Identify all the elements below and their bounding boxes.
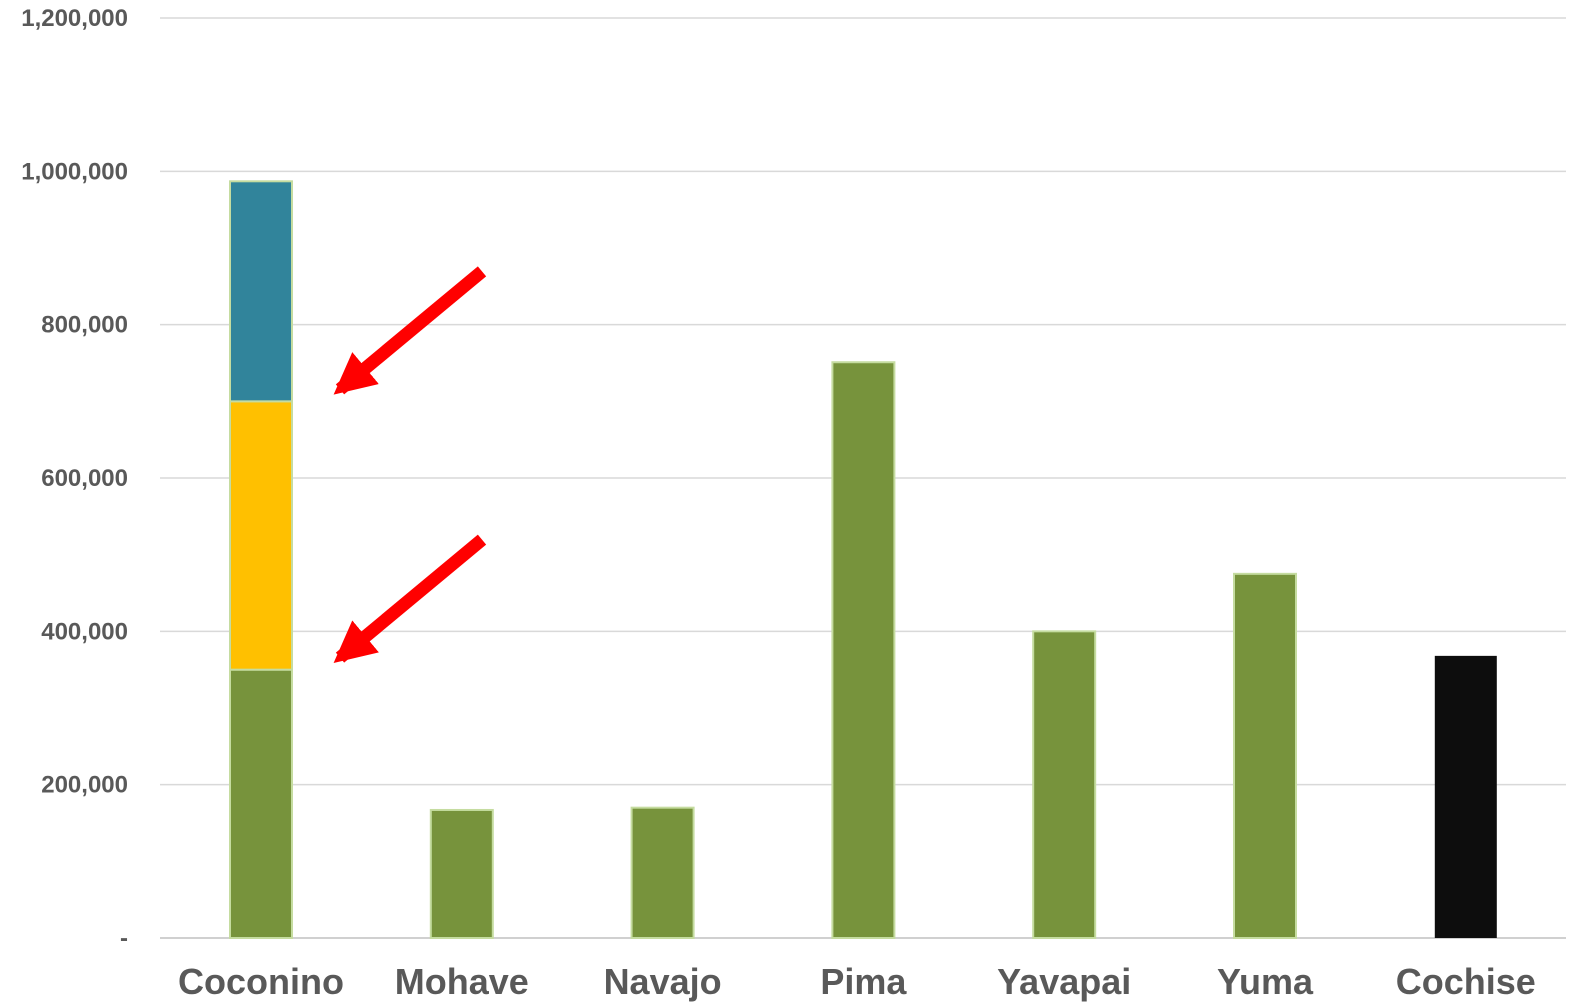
y-tick-label: 600,000	[41, 465, 128, 492]
bar-yavapai	[1032, 630, 1097, 939]
bar-yuma	[1233, 572, 1297, 939]
x-tick-label: Yavapai	[997, 961, 1131, 1002]
x-tick-label: Cochise	[1396, 961, 1536, 1002]
x-tick-label: Navajo	[604, 961, 722, 1002]
y-tick-label: 400,000	[41, 618, 128, 645]
gridlines	[160, 17, 1566, 939]
bars	[229, 180, 1497, 940]
bar-navajo	[630, 806, 695, 940]
y-tick-label: 800,000	[41, 312, 128, 339]
bar-coconino-segment-1	[229, 668, 293, 940]
y-tick-label: 200,000	[41, 772, 128, 799]
y-tick-label: -	[120, 925, 128, 952]
bar-coconino-segment-2	[229, 400, 293, 671]
x-tick-label: Coconino	[178, 961, 344, 1002]
y-axis-ticks: - 200,000 400,000 600,000 800,000 1,000,000 1,…	[21, 5, 128, 952]
y-tick-label: 1,200,000	[21, 5, 128, 32]
bar-cochise	[1434, 655, 1497, 938]
x-axis-ticks: Coconino Mohave Navajo Pima Yavapai Yuma Cochi…	[178, 961, 1536, 1002]
red-arrow-2	[333, 534, 487, 663]
x-tick-label: Mohave	[395, 961, 529, 1002]
bar-mohave	[429, 808, 494, 940]
x-tick-label: Pima	[820, 961, 907, 1002]
x-tick-label: Yuma	[1217, 961, 1314, 1002]
red-arrow-1	[333, 266, 487, 395]
bar-coconino-segment-3	[229, 180, 293, 403]
y-tick-label: 1,000,000	[21, 158, 128, 185]
bar-pima	[831, 361, 896, 939]
annotations	[333, 266, 487, 663]
